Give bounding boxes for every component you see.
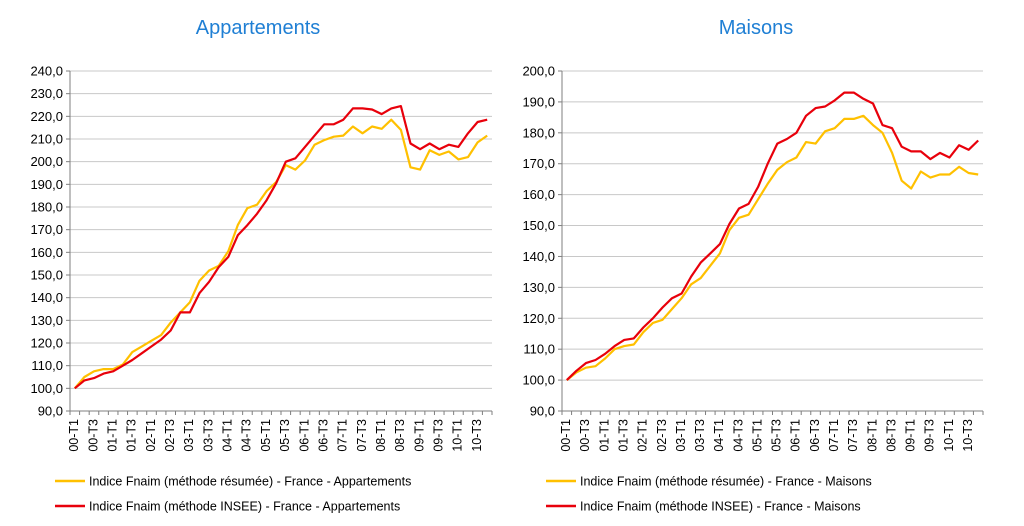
x-tick-label: 03-T1 — [674, 419, 688, 452]
x-tick-label: 04-T1 — [712, 419, 726, 452]
x-tick-label: 05-T1 — [259, 419, 273, 452]
x-tick-label: 06-T1 — [789, 419, 803, 452]
x-tick-label: 02-T1 — [144, 419, 158, 452]
y-tick-label: 240,0 — [30, 64, 63, 79]
legend-label: Indice Fnaim (méthode INSEE) - France - … — [580, 500, 861, 514]
x-tick-label: 08-T3 — [393, 419, 407, 452]
x-tick-label: 10-T3 — [961, 419, 975, 452]
chart-panel-0: Appartements 90,0 100,0 110,0 120,0 130,0 140,… — [30, 17, 493, 514]
legend-label: Indice Fnaim (méthode résumée) - France … — [89, 475, 411, 489]
x-tick-label: 04-T3 — [240, 419, 254, 452]
x-tick-label: 02-T3 — [655, 419, 669, 452]
x-tick-label: 06-T3 — [316, 419, 330, 452]
legend-label: Indice Fnaim (méthode INSEE) - France - … — [89, 500, 400, 514]
x-tick-label: 00-T1 — [559, 419, 573, 452]
x-tick-label: 06-T1 — [297, 419, 311, 452]
x-tick-label: 05-T3 — [278, 419, 292, 452]
y-tick-label: 180,0 — [522, 125, 555, 140]
x-tick-label: 07-T3 — [846, 419, 860, 452]
y-tick-label: 100,0 — [30, 381, 63, 396]
y-tick-label: 200,0 — [522, 64, 555, 79]
y-tick-label: 230,0 — [30, 86, 63, 101]
x-tick-label: 05-T1 — [750, 419, 764, 452]
x-tick-label: 00-T3 — [86, 419, 100, 452]
x-tick-label: 02-T1 — [636, 419, 650, 452]
y-tick-label: 210,0 — [30, 132, 63, 147]
x-tick-label: 00-T3 — [578, 419, 592, 452]
y-tick-label: 190,0 — [522, 94, 555, 109]
x-tick-label: 02-T3 — [163, 419, 177, 452]
y-tick-label: 160,0 — [30, 245, 63, 260]
x-tick-label: 05-T3 — [770, 419, 784, 452]
x-tick-label: 01-T1 — [597, 419, 611, 452]
x-tick-label: 04-T1 — [221, 419, 235, 452]
legend-label: Indice Fnaim (méthode résumée) - France … — [580, 475, 872, 489]
x-tick-label: 07-T1 — [336, 419, 350, 452]
x-tick-label: 10-T1 — [451, 419, 465, 452]
x-tick-label: 03-T3 — [201, 419, 215, 452]
y-tick-label: 160,0 — [522, 187, 555, 202]
chart-title: Appartements — [196, 17, 321, 39]
y-tick-label: 220,0 — [30, 109, 63, 124]
x-tick-label: 07-T1 — [827, 419, 841, 452]
y-tick-label: 150,0 — [522, 218, 555, 233]
y-tick-label: 110,0 — [31, 358, 63, 373]
x-tick-label: 00-T1 — [67, 419, 81, 452]
y-tick-label: 180,0 — [30, 200, 63, 215]
x-tick-label: 10-T1 — [942, 419, 956, 452]
x-tick-label: 08-T1 — [374, 419, 388, 452]
y-tick-label: 190,0 — [30, 177, 63, 192]
y-tick-label: 150,0 — [30, 268, 63, 283]
x-tick-label: 03-T1 — [182, 419, 196, 452]
x-tick-label: 06-T3 — [808, 419, 822, 452]
y-tick-label: 170,0 — [522, 156, 555, 171]
series-line-0 — [566, 114, 979, 381]
x-tick-label: 01-T3 — [616, 419, 630, 452]
y-tick-label: 140,0 — [522, 249, 555, 264]
series-line-1 — [566, 91, 979, 381]
x-tick-label: 01-T3 — [125, 419, 139, 452]
y-tick-label: 130,0 — [522, 280, 555, 295]
x-tick-label: 10-T3 — [470, 419, 484, 452]
chart-panel-1: Maisons 90,0 100,0 110,0 120,0 130,0 140,0 150,… — [522, 17, 984, 514]
x-tick-label: 08-T3 — [884, 419, 898, 452]
x-tick-label: 03-T3 — [693, 419, 707, 452]
y-tick-label: 130,0 — [30, 313, 63, 328]
x-tick-label: 07-T3 — [355, 419, 369, 452]
y-tick-label: 200,0 — [30, 154, 63, 169]
x-tick-label: 09-T3 — [923, 419, 937, 452]
x-tick-label: 09-T3 — [432, 419, 446, 452]
y-tick-label: 140,0 — [30, 290, 63, 305]
series-line-0 — [73, 118, 488, 390]
series-line-1 — [74, 104, 488, 390]
chart-title: Maisons — [719, 17, 793, 39]
y-tick-label: 100,0 — [522, 373, 555, 388]
y-tick-label: 170,0 — [30, 222, 63, 237]
x-tick-label: 09-T1 — [412, 419, 426, 452]
x-tick-label: 09-T1 — [904, 419, 918, 452]
y-tick-label: 120,0 — [30, 336, 63, 351]
y-tick-label: 90,0 — [38, 404, 63, 419]
y-tick-label: 90,0 — [530, 404, 555, 419]
x-tick-label: 01-T1 — [105, 419, 119, 452]
x-tick-label: 08-T1 — [865, 419, 879, 452]
y-tick-label: 110,0 — [523, 342, 555, 357]
x-tick-label: 04-T3 — [731, 419, 745, 452]
y-tick-label: 120,0 — [522, 311, 555, 326]
